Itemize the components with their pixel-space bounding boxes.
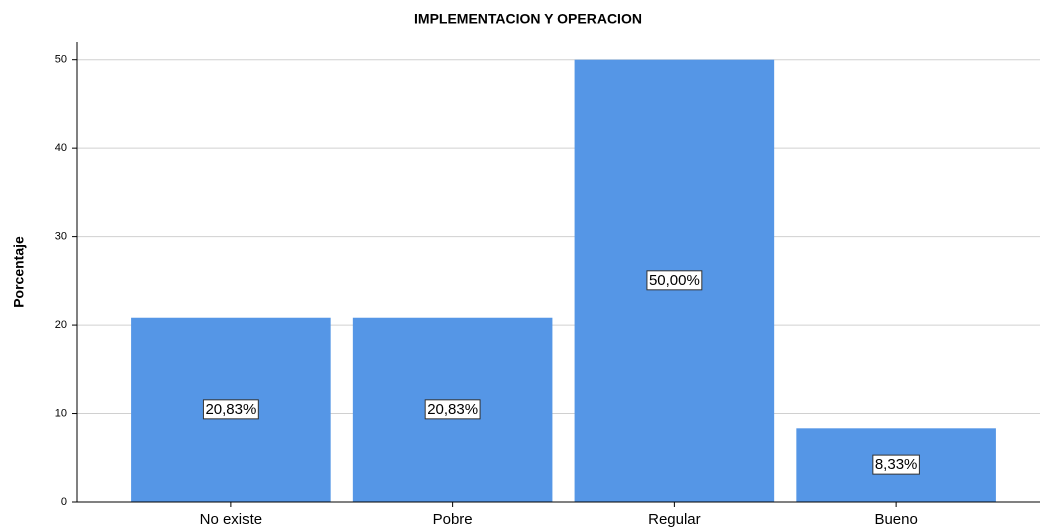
y-tick-label: 20 — [55, 319, 67, 331]
y-tick-label: 30 — [55, 231, 67, 243]
value-label-box — [872, 454, 920, 475]
y-tick-label: 10 — [55, 407, 67, 419]
value-label: 8,33% — [875, 456, 918, 473]
y-tick-label: 40 — [55, 142, 67, 154]
value-label: 50,00% — [649, 272, 700, 289]
value-label: 20,83% — [427, 401, 478, 418]
x-tick-label: Bueno — [874, 511, 917, 528]
value-label-box — [424, 399, 481, 420]
value-label-box — [202, 399, 259, 420]
x-tick-label: Pobre — [433, 511, 473, 528]
x-tick-label: No existe — [200, 511, 263, 528]
value-label-box — [646, 270, 703, 291]
y-tick-label: 0 — [61, 496, 67, 508]
value-label: 20,83% — [205, 401, 256, 418]
y-axis-label: Porcentaje — [11, 236, 27, 308]
chart-title: IMPLEMENTACION Y OPERACION — [414, 11, 642, 27]
x-tick-label: Regular — [648, 511, 701, 528]
y-tick-label: 50 — [55, 54, 67, 66]
